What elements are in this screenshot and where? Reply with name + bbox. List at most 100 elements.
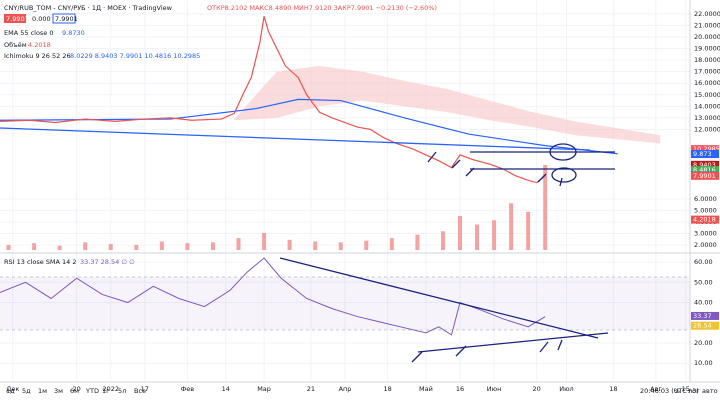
volume-bar bbox=[526, 211, 531, 250]
legend: CNY/RUB_TOM - CNY/РУБ · 1Д · MOEX · Trad… bbox=[4, 4, 437, 266]
range-button[interactable]: 1г bbox=[102, 387, 110, 395]
rsi-label: 33.37 bbox=[693, 312, 712, 320]
x-tick-label: 21 bbox=[307, 385, 315, 393]
volume-bar bbox=[338, 242, 343, 250]
volume-bar bbox=[32, 243, 37, 250]
y-tick-label: 16.0000 bbox=[694, 79, 720, 87]
x-tick-label: Май bbox=[419, 385, 433, 393]
ichimoku-label: Ichimoku 9 26 52 26 bbox=[4, 52, 71, 60]
volume-bar bbox=[108, 244, 113, 250]
ohlc: ОТКР8.2102 МАКС8.4890 МИН7.9120 ЗАКР7.99… bbox=[207, 4, 437, 12]
ema-value: 9.8730 bbox=[62, 29, 85, 37]
price-label-box bbox=[691, 171, 719, 180]
y-tick-label: 5.0000 bbox=[694, 206, 717, 214]
y-tick-label: 10.00 bbox=[694, 359, 713, 367]
rsi-label-box bbox=[691, 311, 719, 320]
volume-bar bbox=[415, 234, 420, 250]
range-button[interactable]: 5л bbox=[118, 387, 126, 395]
price-label-box bbox=[691, 160, 719, 169]
range-button[interactable]: 3м bbox=[54, 387, 63, 395]
y-tick-label: 21.0000 bbox=[694, 21, 720, 29]
box-text: 0.000 bbox=[32, 15, 51, 23]
x-tick-label: 15 bbox=[682, 385, 690, 393]
x-tick-label: 20 bbox=[533, 385, 541, 393]
y-tick-label: 6.0000 bbox=[694, 195, 717, 203]
range-button[interactable]: YTD bbox=[85, 387, 99, 395]
toolbar: 20:46:03 (UTC+3) 1д 5д 1м 3м 6м YTD 1г 5л Все% ло… bbox=[6, 387, 718, 395]
y-tick-label: 13.0000 bbox=[694, 114, 720, 122]
volume-bar bbox=[134, 244, 139, 250]
range-button[interactable]: 6м bbox=[70, 387, 79, 395]
range-button[interactable]: 1м bbox=[38, 387, 47, 395]
y-tick-label: 12.0000 bbox=[694, 125, 720, 133]
volume-bar bbox=[389, 238, 394, 250]
y-tick-label: 40.00 bbox=[694, 299, 713, 307]
x-tick-label: Фев bbox=[181, 385, 195, 393]
price-label: 7.9901 bbox=[693, 172, 716, 180]
x-tick-label: 2022 bbox=[102, 385, 119, 393]
volume-bar bbox=[313, 241, 318, 250]
plot bbox=[0, 16, 661, 336]
volume-bar bbox=[6, 244, 11, 250]
price-label: 4.2018 bbox=[693, 216, 716, 224]
x-tick-label: 18 bbox=[383, 385, 391, 393]
price-label: 10.2985 bbox=[693, 145, 720, 153]
volume-bar bbox=[458, 216, 462, 250]
volume-bar bbox=[287, 239, 292, 250]
x-tick-label: 17 bbox=[141, 385, 149, 393]
volume-bar bbox=[210, 242, 215, 250]
clock: 20:46:03 (UTC+3) bbox=[640, 387, 699, 395]
x-tick-label: Дек bbox=[6, 385, 19, 393]
y-tick-label: 20.0000 bbox=[694, 33, 720, 41]
volume-bar bbox=[543, 165, 548, 250]
range-button[interactable]: 1д bbox=[6, 387, 15, 395]
price-label: 8.9403 bbox=[693, 161, 716, 169]
x-tick-label: 14 bbox=[222, 385, 230, 393]
y-tick-label: 3.0000 bbox=[694, 230, 717, 238]
y-tick-label: 15.0000 bbox=[694, 91, 720, 99]
x-tick-label: 18 bbox=[609, 385, 617, 393]
rsi-line bbox=[0, 257, 546, 336]
volume-bar bbox=[440, 231, 445, 250]
box bbox=[4, 14, 26, 23]
x-tick-label: Апр bbox=[339, 385, 352, 393]
rsi-values: 33.37 28.54 ∅ ∅ bbox=[80, 258, 135, 266]
x-tick-label: Июн bbox=[487, 385, 502, 393]
volume-bar bbox=[492, 220, 497, 250]
box bbox=[52, 13, 76, 24]
y-tick-label: 2.0000 bbox=[694, 241, 717, 249]
scale-option[interactable]: % bbox=[674, 387, 680, 395]
rsi-label-box bbox=[691, 321, 719, 330]
range-button[interactable]: 5д bbox=[22, 387, 31, 395]
volume-bar bbox=[236, 238, 241, 250]
volume-bar bbox=[364, 240, 369, 250]
x-tick-label: Мар bbox=[257, 385, 271, 393]
volume-bar bbox=[159, 241, 164, 250]
volume-bar bbox=[262, 233, 267, 250]
scale-option[interactable]: авто bbox=[702, 387, 718, 395]
x-tick-label: 20 bbox=[73, 385, 81, 393]
ema-line bbox=[0, 98, 618, 155]
y-tick-label: 17.0000 bbox=[694, 68, 720, 76]
rsi-label: 28.54 bbox=[693, 322, 712, 330]
ichimoku-cloud bbox=[234, 65, 661, 144]
y-tick-label: 20.00 bbox=[694, 339, 713, 347]
rsi-band bbox=[0, 277, 690, 330]
x-tick-label: 16 bbox=[456, 385, 464, 393]
box-text: 7.9901 bbox=[55, 15, 78, 23]
y-tick-label: 18.0000 bbox=[694, 56, 720, 64]
price-label: 8.4816 bbox=[693, 166, 716, 174]
scale-option[interactable]: лог bbox=[688, 387, 700, 395]
price-label: 9.873 bbox=[693, 150, 712, 158]
price-label-box bbox=[691, 150, 719, 159]
drawings bbox=[0, 127, 615, 363]
volume-bar bbox=[185, 243, 190, 250]
price-label-box bbox=[691, 166, 719, 175]
y-tick-label: 19.0000 bbox=[694, 45, 720, 53]
x-tick-label: Июл bbox=[559, 385, 574, 393]
y-tick-label: 50.00 bbox=[694, 278, 713, 286]
price-line bbox=[0, 16, 546, 184]
range-button[interactable]: Все bbox=[134, 387, 146, 395]
y-tick-label: 14.0000 bbox=[694, 102, 720, 110]
